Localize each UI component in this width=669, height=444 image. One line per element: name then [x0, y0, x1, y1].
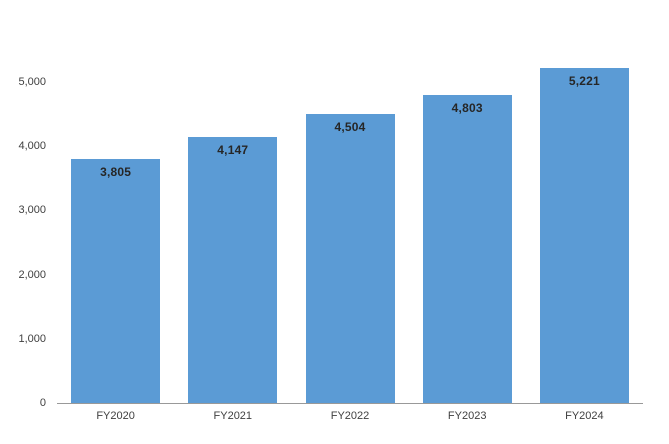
x-axis-label-FY2022: FY2022	[330, 410, 370, 422]
y-axis-tick-label: 1,000	[18, 333, 46, 345]
y-axis-tick-label: 0	[39, 397, 46, 409]
bar-FY2023: 4,803	[422, 95, 512, 403]
bar-value-label: 4,504	[334, 120, 366, 134]
bar-value-label: 4,147	[217, 143, 249, 157]
y-axis-tick-label: 4,000	[18, 140, 46, 152]
bar-value-label: 4,803	[451, 101, 483, 115]
x-axis-label-FY2021: FY2021	[213, 410, 253, 422]
x-axis-label-FY2023: FY2023	[447, 410, 487, 422]
bar-value-label: 5,221	[568, 74, 600, 88]
bar-FY2021: 4,147	[188, 137, 278, 403]
y-axis-tick-label: 5,000	[18, 76, 46, 88]
x-axis-label-FY2024: FY2024	[565, 410, 604, 422]
y-axis-tick-label: 3,000	[18, 204, 46, 216]
bar-value-label: 3,805	[100, 165, 132, 179]
y-axis: 0 1,000 2,000 3,000 4,000 5,000	[0, 50, 46, 409]
x-axis-label-FY2020: FY2020	[96, 410, 135, 422]
bar-FY2022: 4,504	[305, 114, 395, 403]
y-axis-tick-label: 2,000	[18, 269, 46, 281]
plot-area: 3,805 4,147 4,504 4,803 5,221	[57, 50, 643, 404]
bar-FY2020: 3,805	[71, 159, 161, 403]
x-axis: FY2020 FY2021 FY2022 FY2023 FY2024	[57, 409, 643, 429]
bar-FY2024: 5,221	[539, 68, 629, 403]
